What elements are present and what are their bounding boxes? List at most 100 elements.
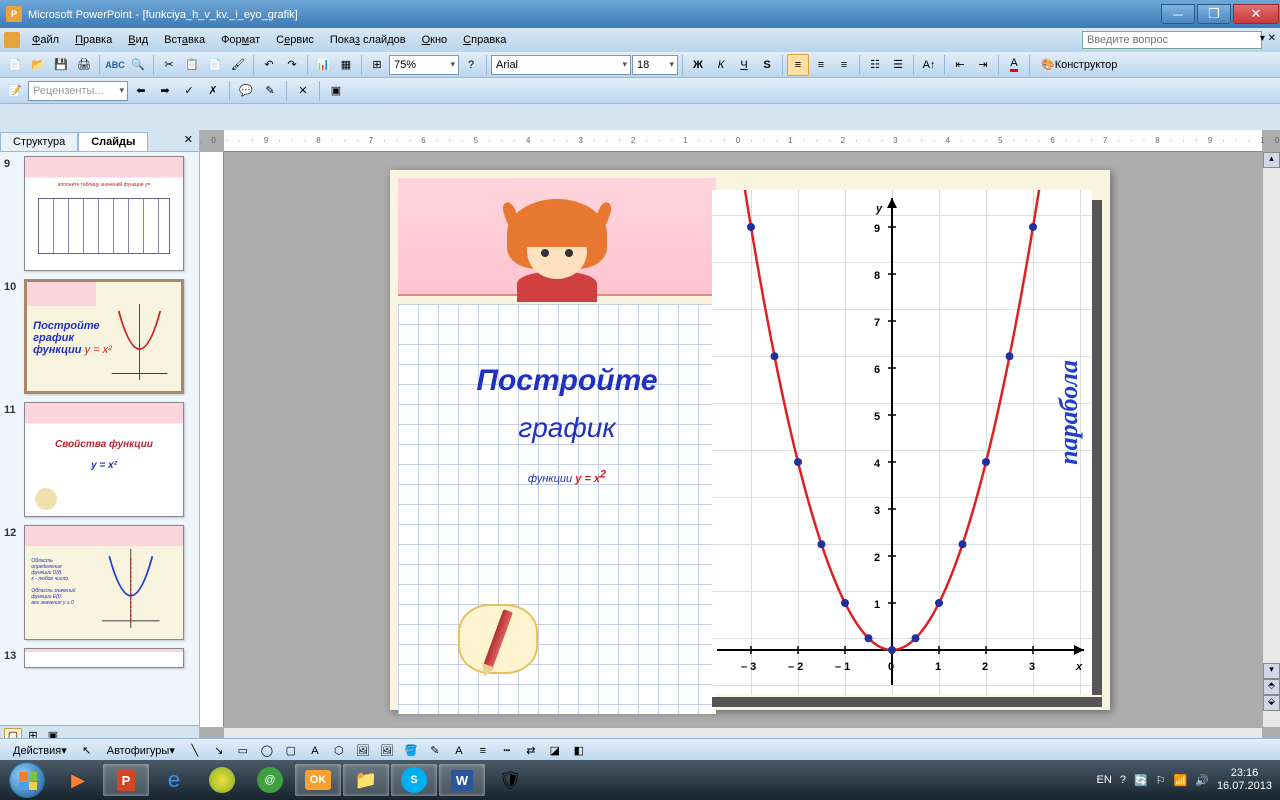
thumbnails-list[interactable]: 9 аполните таблицу значений функции у= 1… (0, 152, 199, 725)
line-button[interactable]: ╲ (184, 740, 206, 762)
format-painter-button[interactable]: 🖌 (227, 54, 249, 76)
fill-color-button[interactable]: 🪣 (400, 740, 422, 762)
textbox-button[interactable]: ▢ (280, 740, 302, 762)
dash-style-button[interactable]: ┅ (496, 740, 518, 762)
align-center-button[interactable]: ≡ (810, 54, 832, 76)
align-right-button[interactable]: ≡ (833, 54, 855, 76)
oval-button[interactable]: ◯ (256, 740, 278, 762)
tray-network-icon[interactable]: 📶 (1174, 774, 1188, 787)
menu-window[interactable]: Окно (414, 31, 456, 49)
task-powerpoint[interactable]: P (103, 764, 149, 796)
task-mediaplayer[interactable]: ▶ (55, 764, 101, 796)
zoom-combo[interactable]: 75% (389, 55, 459, 75)
arrow-button[interactable]: ↘ (208, 740, 230, 762)
designer-button[interactable]: 🎨 Конструктор (1034, 54, 1124, 76)
menu-edit[interactable]: Правка (67, 31, 120, 49)
comment-button[interactable]: 💬 (235, 80, 257, 102)
menu-file[interactable]: Файл (24, 31, 67, 49)
select-button[interactable]: ↖ (76, 740, 98, 762)
slide-thumb-12[interactable]: Областьопределенияфункции D(f):x - любое… (24, 525, 184, 640)
slide-thumb-13[interactable] (24, 648, 184, 668)
font-color-button[interactable]: A (448, 740, 470, 762)
chart-button[interactable]: 📊 (312, 54, 334, 76)
diagram-button[interactable]: ⬡ (328, 740, 350, 762)
tray-clock[interactable]: 23:16 16.07.2013 (1217, 767, 1272, 793)
task-ie[interactable]: e (151, 764, 197, 796)
next-change-button[interactable]: ➡ (154, 80, 176, 102)
slide-thumb-10[interactable]: Постройтеграфикфункции y = x² (24, 279, 184, 394)
increase-indent-button[interactable]: ⇥ (972, 54, 994, 76)
tab-outline[interactable]: Структура (0, 132, 78, 151)
paste-button[interactable]: 📄 (204, 54, 226, 76)
menu-service[interactable]: Сервис (268, 31, 322, 49)
font-combo[interactable]: Arial (491, 55, 631, 75)
bullets-button[interactable]: ☰ (887, 54, 909, 76)
accept-button[interactable]: ✓ (178, 80, 200, 102)
clipart-button[interactable]: 🖼 (352, 740, 374, 762)
spellcheck-button[interactable]: ABC (104, 54, 126, 76)
minimize-button[interactable]: ─ (1161, 4, 1195, 24)
menu-help[interactable]: Справка (455, 31, 514, 49)
shadow-button[interactable]: S (756, 54, 778, 76)
menu-slideshow[interactable]: Показ слайдов (322, 31, 414, 49)
grid-button[interactable]: ⊞ (366, 54, 388, 76)
3d-style-button[interactable]: ◧ (568, 740, 590, 762)
table-button[interactable]: ▦ (335, 54, 357, 76)
tray-volume-icon[interactable]: 🔊 (1195, 774, 1209, 787)
ink-button[interactable]: ✎ (259, 80, 281, 102)
reject-button[interactable]: ✗ (202, 80, 224, 102)
rectangle-button[interactable]: ▭ (232, 740, 254, 762)
help-question-input[interactable] (1082, 31, 1262, 49)
cut-button[interactable]: ✂ (158, 54, 180, 76)
prev-change-button[interactable]: ⬅ (130, 80, 152, 102)
vertical-scrollbar[interactable]: ▴ ▾ ⬘ ⬙ (1262, 152, 1280, 727)
tray-flag-icon[interactable]: ⚐ (1156, 774, 1166, 787)
close-button[interactable]: ✕ (1233, 4, 1279, 24)
redo-button[interactable]: ↷ (281, 54, 303, 76)
task-explorer[interactable]: 📁 (343, 764, 389, 796)
italic-button[interactable]: К (710, 54, 732, 76)
save-button[interactable]: 💾 (50, 54, 72, 76)
open-button[interactable]: 📂 (27, 54, 49, 76)
picture-button[interactable]: 🖼 (376, 740, 398, 762)
task-app2[interactable]: @ (247, 764, 293, 796)
menu-format[interactable]: Формат (213, 31, 268, 49)
task-word[interactable]: W (439, 764, 485, 796)
arrow-style-button[interactable]: ⇄ (520, 740, 542, 762)
research-button[interactable]: 🔍 (127, 54, 149, 76)
reviewers-combo[interactable]: Рецензенты... (28, 81, 128, 101)
panel-close-button[interactable]: ✕ (178, 130, 199, 151)
tray-help-icon[interactable]: ? (1120, 774, 1126, 786)
menu-dropdown-icon[interactable]: ▾ ✕ (1260, 33, 1276, 44)
decrease-indent-button[interactable]: ⇤ (949, 54, 971, 76)
tray-sync-icon[interactable]: 🔄 (1134, 774, 1148, 787)
start-button[interactable] (0, 760, 54, 800)
task-ok[interactable]: OK (295, 764, 341, 796)
help-button[interactable]: ? (460, 54, 482, 76)
wordart-button[interactable]: A (304, 740, 326, 762)
line-style-button[interactable]: ≡ (472, 740, 494, 762)
bold-button[interactable]: Ж (687, 54, 709, 76)
increase-font-button[interactable]: A↑ (918, 54, 940, 76)
task-security[interactable]: 🛡 (487, 764, 533, 796)
new-button[interactable]: 📄 (4, 54, 26, 76)
task-skype[interactable]: S (391, 764, 437, 796)
maximize-button[interactable]: ❐ (1197, 4, 1231, 24)
menu-view[interactable]: Вид (120, 31, 156, 49)
delete-comment-button[interactable]: ✕ (292, 80, 314, 102)
autoshapes-menu[interactable]: Автофигуры ▾ (100, 740, 182, 762)
slide-thumb-11[interactable]: Свойства функции y = x² (24, 402, 184, 517)
end-review-button[interactable]: ▣ (325, 80, 347, 102)
font-color-button[interactable]: A (1003, 54, 1025, 76)
task-app1[interactable] (199, 764, 245, 796)
underline-button[interactable]: Ч (733, 54, 755, 76)
review-icon[interactable]: 📝 (4, 80, 26, 102)
slide-canvas[interactable]: Постройте график функции y = x2 – (390, 170, 1110, 710)
numbering-button[interactable]: ☷ (864, 54, 886, 76)
copy-button[interactable]: 📋 (181, 54, 203, 76)
undo-button[interactable]: ↶ (258, 54, 280, 76)
slide-thumb-9[interactable]: аполните таблицу значений функции у= (24, 156, 184, 271)
tray-lang[interactable]: EN (1097, 774, 1112, 786)
shadow-style-button[interactable]: ◪ (544, 740, 566, 762)
fontsize-combo[interactable]: 18 (632, 55, 678, 75)
